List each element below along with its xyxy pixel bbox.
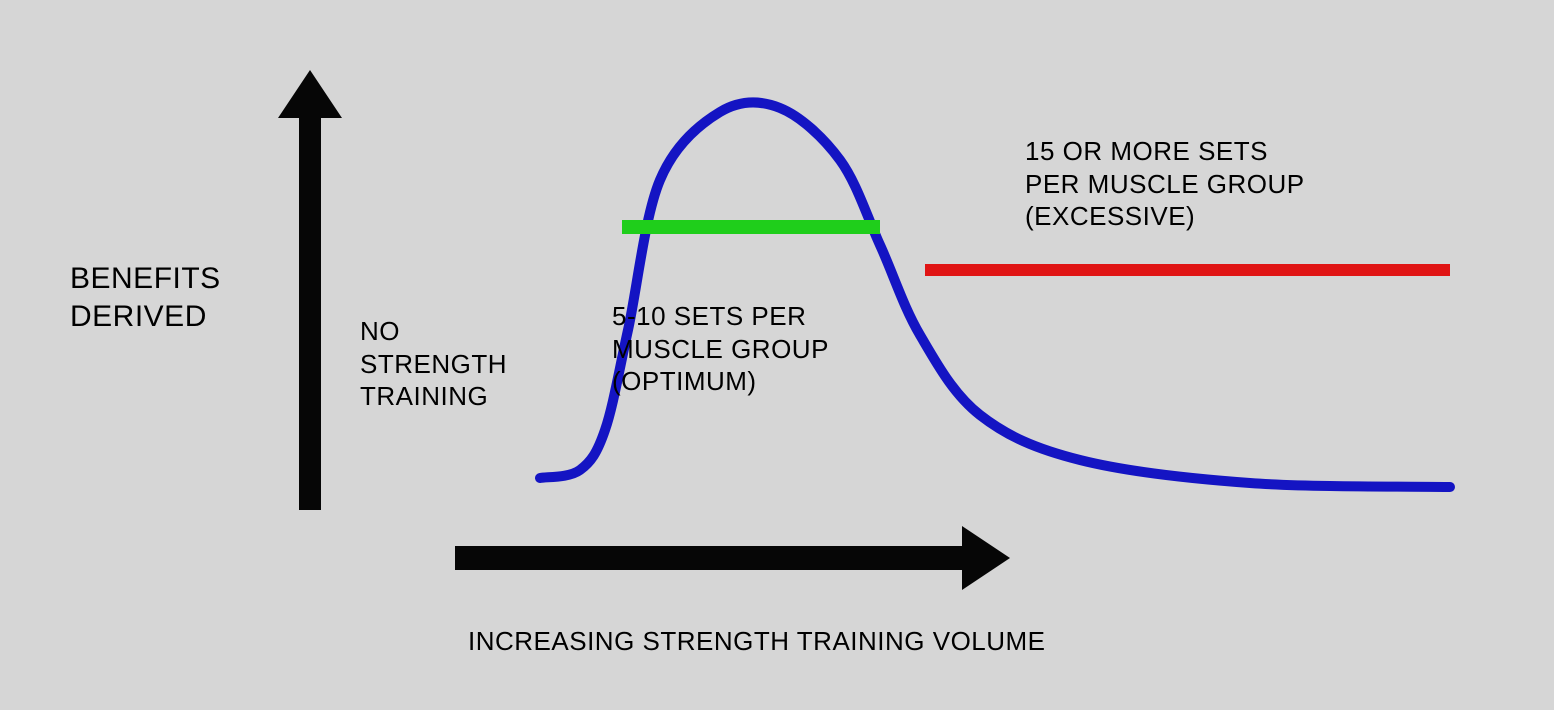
x-axis-arrow <box>455 526 1010 590</box>
y-axis-label: BENEFITS DERIVED <box>70 260 221 335</box>
y-axis-arrow <box>278 70 342 510</box>
x-axis-label: INCREASING STRENGTH TRAINING VOLUME <box>468 625 1046 658</box>
annotation-none: NO STRENGTH TRAINING <box>360 315 507 413</box>
annotation-excessive: 15 OR MORE SETS PER MUSCLE GROUP (EXCESS… <box>1025 135 1305 233</box>
diagram-canvas: BENEFITS DERIVED INCREASING STRENGTH TRA… <box>0 0 1554 710</box>
annotation-optimum: 5-10 SETS PER MUSCLE GROUP (OPTIMUM) <box>612 300 829 398</box>
benefit-curve <box>540 102 1450 487</box>
